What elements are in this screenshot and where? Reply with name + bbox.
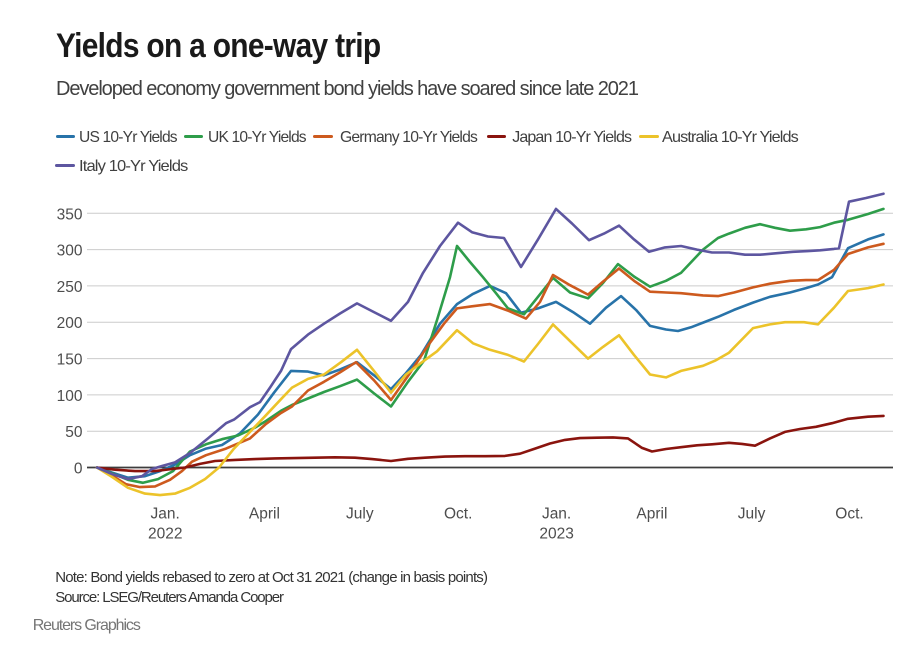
svg-text:200: 200 [57,315,83,332]
svg-text:50: 50 [65,424,83,441]
svg-text:Oct.: Oct. [835,506,863,523]
svg-text:100: 100 [57,388,83,405]
svg-text:Jan.: Jan. [542,506,571,523]
svg-text:Jan.: Jan. [151,506,180,523]
svg-text:2022: 2022 [148,526,182,543]
svg-text:0: 0 [74,461,83,478]
svg-text:April: April [636,506,667,523]
svg-text:2023: 2023 [539,526,573,543]
svg-text:July: July [346,506,374,523]
svg-text:Oct.: Oct. [444,506,472,523]
svg-text:350: 350 [57,206,83,223]
svg-text:April: April [249,506,280,523]
svg-text:150: 150 [57,352,83,369]
svg-text:July: July [738,506,766,523]
svg-text:300: 300 [57,243,83,260]
svg-text:250: 250 [57,279,83,296]
